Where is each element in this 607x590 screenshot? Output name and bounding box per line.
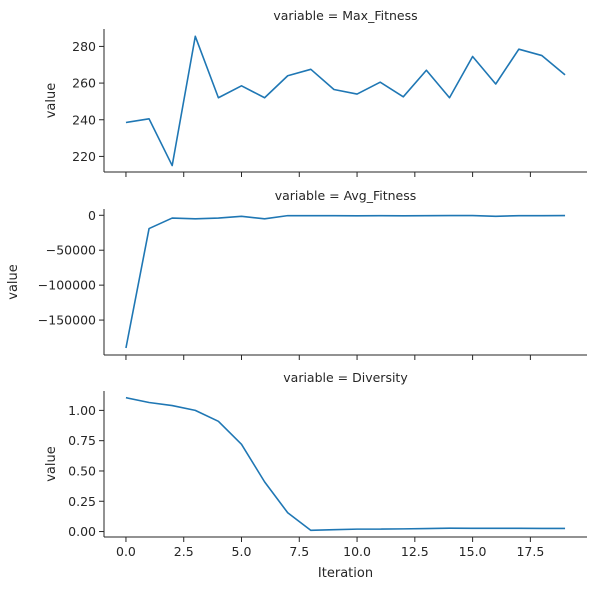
y-axis-title: value	[6, 264, 21, 300]
y-tick-label: 0.00	[68, 524, 96, 539]
x-tick-label: 0.0	[116, 544, 136, 559]
panel-title: variable = Diversity	[283, 370, 408, 385]
panel-2: variable = Avg_Fitness −150000 −100000 −500…	[6, 188, 587, 360]
x-tick-label: 7.5	[289, 544, 309, 559]
y-tick-label: −50000	[46, 243, 96, 258]
y-tick-label: 0.25	[68, 494, 96, 509]
x-axis-title: Iteration	[318, 566, 373, 581]
panel-title: variable = Max_Fitness	[273, 8, 417, 23]
y-axis-title: value	[44, 83, 59, 119]
y-tick-label: 0.75	[68, 433, 96, 448]
series-line	[125, 214, 566, 349]
x-tick-label: 12.5	[401, 544, 429, 559]
x-tick-label: 10.0	[343, 544, 371, 559]
x-tick-label: 2.5	[174, 544, 194, 559]
x-tick-label: 17.5	[516, 544, 544, 559]
panel-title: variable = Avg_Fitness	[275, 188, 417, 203]
y-tick-label: 260	[72, 76, 96, 91]
y-tick-label: 240	[72, 112, 96, 127]
panel-3: variable = Diversity 0.00 0.25 0.50 0.75 1.00…	[44, 370, 587, 581]
y-tick-label: 0.50	[68, 463, 96, 478]
y-tick-label: −150000	[38, 313, 96, 328]
y-tick-label: 0	[88, 208, 96, 223]
y-tick-label: −100000	[38, 278, 96, 293]
x-tick-label: 5.0	[232, 544, 252, 559]
y-tick-label: 280	[72, 39, 96, 54]
series-line	[125, 35, 566, 167]
y-tick-label: 220	[72, 149, 96, 164]
series-line	[125, 396, 566, 532]
y-axis-title: value	[44, 446, 59, 482]
panel-1: variable = Max_Fitness 220 240 260 280 value	[44, 8, 587, 177]
y-tick-label: 1.00	[68, 403, 96, 418]
x-tick-label: 15.0	[459, 544, 487, 559]
